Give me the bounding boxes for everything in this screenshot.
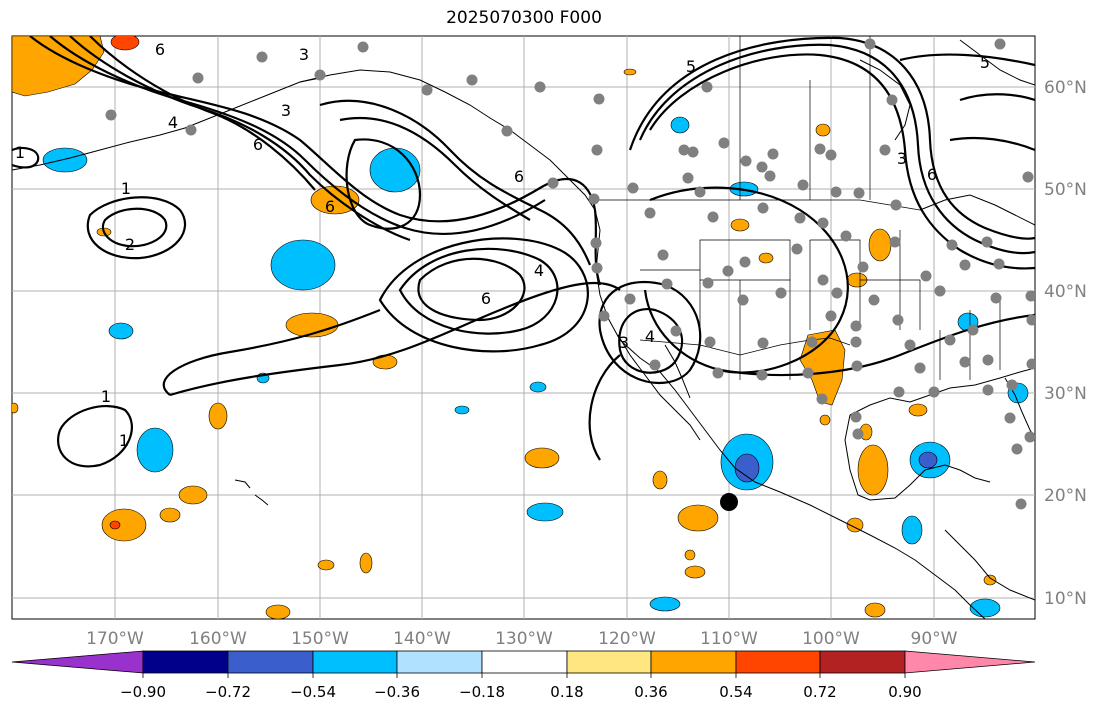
contour-label: 4 — [168, 113, 178, 132]
lat-label: 10°N — [1044, 589, 1087, 609]
contour-label: 1 — [121, 179, 131, 198]
colorbar-segment — [396, 650, 483, 674]
colorbar-tick-label: 0.72 — [803, 683, 836, 701]
lon-label: 100°W — [802, 629, 860, 649]
contour-label: 6 — [325, 197, 335, 216]
contour-label: 4 — [645, 327, 655, 346]
lon-label: 150°W — [291, 629, 349, 649]
colorbar-segment — [904, 650, 1036, 674]
contour-label: 3 — [897, 149, 907, 168]
contour-label: 6 — [927, 165, 937, 184]
colorbar-segment — [312, 650, 398, 674]
lat-label: 20°N — [1044, 486, 1087, 506]
colorbar-tick-label: 0.36 — [634, 683, 667, 701]
contour-label: 1 — [101, 387, 111, 406]
lat-label: 60°N — [1044, 78, 1087, 98]
colorbar-tick-label: −0.36 — [374, 683, 420, 701]
contour-label: 3 — [619, 333, 629, 352]
lon-label: 140°W — [393, 629, 451, 649]
colorbar-tick-label: −0.18 — [459, 683, 505, 701]
colorbar-segment — [142, 650, 229, 674]
contour-label: 1 — [15, 143, 25, 162]
lon-label: 120°W — [598, 629, 656, 649]
contour-labels: 3 4 6 1 2 6 6 4 6 3 4 5 6 3 1 1 1 5 3 6 — [15, 40, 990, 450]
coastlines — [12, 39, 1035, 619]
latitude-labels: 60°N 50°N 40°N 30°N 20°N 10°N — [1044, 78, 1087, 609]
location-marker — [720, 493, 738, 511]
colorbar-segment — [650, 650, 737, 674]
lat-label: 40°N — [1044, 282, 1087, 302]
colorbar-segment — [11, 650, 144, 674]
station-markers — [105, 38, 1035, 510]
colorbar-tick-label: 0.90 — [888, 683, 921, 701]
longitude-labels: 170°W 160°W 150°W 140°W 130°W 120°W 110°… — [86, 629, 958, 649]
contour-label: 6 — [514, 167, 524, 186]
colorbar-segment — [735, 650, 821, 674]
colorbar-segment — [481, 650, 568, 674]
figure-title: 2025070300 F000 — [446, 8, 602, 28]
lat-label: 50°N — [1044, 180, 1087, 200]
lon-label: 170°W — [86, 629, 144, 649]
colorbar-tick-label: −0.90 — [120, 683, 166, 701]
contour-label: 6 — [481, 289, 491, 308]
map-content: 3 4 6 1 2 6 6 4 6 3 4 5 6 3 1 1 1 5 3 6 — [12, 36, 1035, 619]
colorbar-segment — [227, 650, 314, 674]
lon-label: 90°W — [911, 629, 958, 649]
colorbar-segment — [566, 650, 652, 674]
lon-label: 110°W — [700, 629, 758, 649]
contour-label: 1 — [119, 431, 129, 450]
colorbar-segment — [819, 650, 906, 674]
colorbar-tick-label: −0.72 — [205, 683, 251, 701]
contour-label: 5 — [686, 57, 696, 76]
colorbar — [11, 650, 1036, 678]
shaded-field — [12, 36, 1029, 619]
lon-label: 130°W — [495, 629, 553, 649]
contour-label: 3 — [299, 45, 309, 64]
contour-label: 5 — [980, 53, 990, 72]
contour-label: 6 — [253, 135, 263, 154]
colorbar-tick-label: 0.18 — [550, 683, 583, 701]
colorbar-tick-labels: −0.90 −0.72 −0.54 −0.36 −0.18 0.18 0.36 … — [120, 683, 922, 701]
contour-label: 4 — [534, 261, 544, 280]
contour-label: 6 — [155, 40, 165, 59]
lon-label: 160°W — [189, 629, 247, 649]
colorbar-tick-label: 0.54 — [719, 683, 752, 701]
colorbar-tick-label: −0.54 — [290, 683, 336, 701]
lat-label: 30°N — [1044, 384, 1087, 404]
contour-label: 3 — [281, 101, 291, 120]
contour-lines — [12, 36, 1035, 468]
contour-label: 2 — [125, 235, 135, 254]
